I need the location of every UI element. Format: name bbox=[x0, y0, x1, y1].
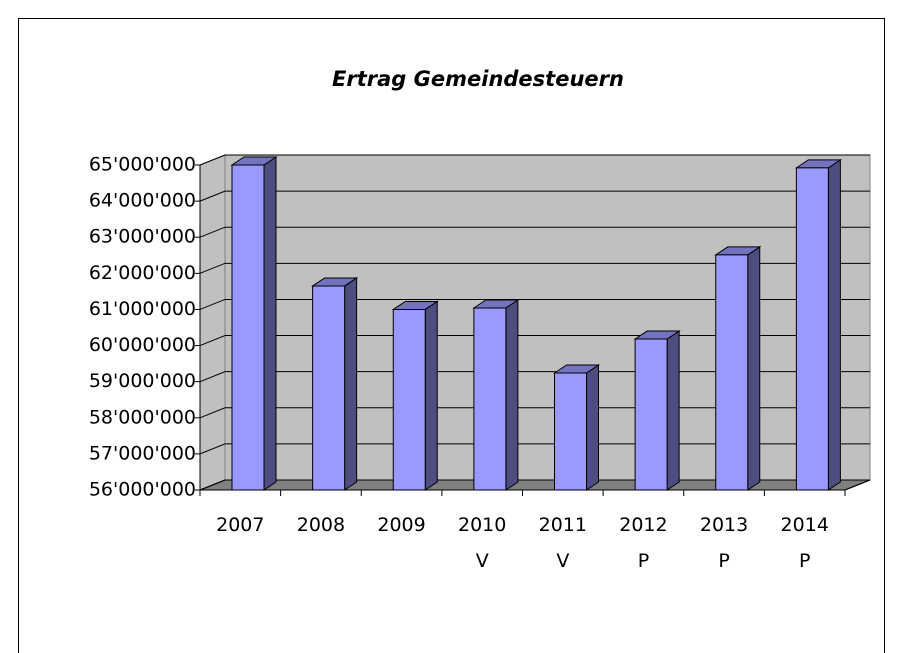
grid-line bbox=[199, 226, 870, 238]
chart-frame bbox=[18, 18, 885, 653]
bar-front bbox=[715, 254, 749, 491]
side-wall bbox=[199, 154, 226, 491]
grid-line bbox=[199, 154, 870, 166]
bar-front bbox=[392, 308, 426, 491]
bar-side bbox=[505, 299, 519, 491]
bar bbox=[472, 299, 520, 491]
x-tick-label: 2008 bbox=[296, 514, 346, 536]
floor bbox=[199, 479, 871, 491]
y-tick-label: 65'000'000 bbox=[89, 154, 196, 176]
x-tick-label: 2014 P bbox=[780, 514, 829, 572]
bar-front bbox=[231, 164, 265, 491]
y-tick-label: 58'000'000 bbox=[89, 406, 196, 428]
y-tick-label: 64'000'000 bbox=[89, 190, 196, 212]
bar bbox=[714, 245, 762, 491]
chart-title: Ertrag Gemeindesteuern bbox=[332, 67, 624, 91]
bar-side bbox=[586, 364, 599, 491]
x-tick-label: 2010 V bbox=[458, 514, 507, 572]
bar-front bbox=[634, 338, 668, 491]
x-tick-label: 2012 P bbox=[619, 514, 668, 572]
x-axis-depth bbox=[844, 479, 871, 491]
x-tick-label: 2011 V bbox=[538, 514, 587, 572]
bar bbox=[391, 300, 439, 491]
y-tick-label: 61'000'000 bbox=[89, 298, 196, 320]
grid-line bbox=[199, 262, 870, 274]
bar-front bbox=[312, 285, 346, 491]
bar bbox=[552, 364, 601, 491]
grid-line bbox=[199, 190, 870, 202]
y-tick-label: 63'000'000 bbox=[89, 226, 196, 248]
x-tick-label: 2013 P bbox=[699, 514, 749, 572]
y-tick-label: 56'000'000 bbox=[89, 479, 196, 501]
x-tick-label: 2009 bbox=[377, 514, 426, 536]
bar-side bbox=[747, 245, 761, 491]
bar-side bbox=[827, 158, 841, 491]
y-tick-label: 57'000'000 bbox=[89, 442, 196, 464]
grid-line bbox=[199, 298, 870, 310]
bar-side bbox=[666, 330, 680, 491]
bar bbox=[794, 158, 843, 491]
bar-front bbox=[795, 167, 829, 491]
bar bbox=[230, 156, 278, 491]
bar-front bbox=[473, 307, 507, 491]
y-tick-label: 60'000'000 bbox=[89, 334, 196, 356]
bar-side bbox=[263, 156, 277, 491]
y-tick-label: 59'000'000 bbox=[89, 370, 196, 392]
bar-side bbox=[344, 277, 358, 491]
bar-side bbox=[424, 300, 438, 491]
x-tick-label: 2007 bbox=[216, 514, 265, 536]
y-tick-label: 62'000'000 bbox=[89, 262, 196, 284]
bar bbox=[310, 277, 359, 491]
bar bbox=[633, 330, 681, 491]
bar-front bbox=[554, 372, 587, 491]
